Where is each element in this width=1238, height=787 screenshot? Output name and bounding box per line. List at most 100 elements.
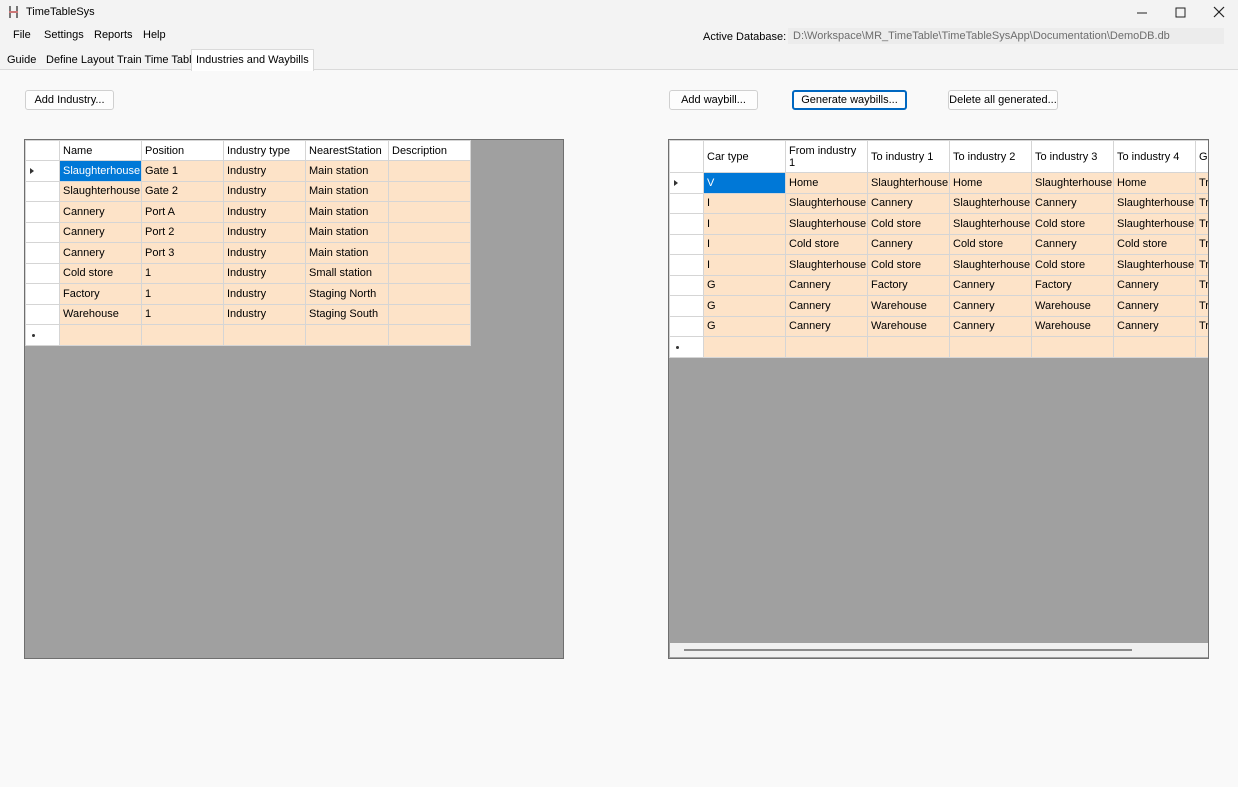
cell[interactable]: Warehouse (1031, 315, 1114, 337)
cell[interactable]: Factory (867, 274, 950, 296)
cell[interactable]: Port 2 (141, 221, 224, 243)
cell[interactable]: Cannery (59, 201, 142, 223)
delete-generated-button[interactable]: Delete all generated... (948, 90, 1058, 110)
cell[interactable] (388, 160, 471, 182)
column-header[interactable]: To industry 3 (1031, 140, 1114, 173)
cell[interactable] (388, 221, 471, 243)
cell[interactable]: Cannery (1113, 315, 1196, 337)
cell[interactable] (388, 283, 471, 305)
cell[interactable]: Cannery (949, 315, 1032, 337)
row-header[interactable] (669, 315, 704, 337)
cell[interactable]: Slaughterhouse (1113, 192, 1196, 214)
cell[interactable]: Gate 2 (141, 180, 224, 202)
cell[interactable] (785, 336, 868, 358)
column-header[interactable]: Position (141, 140, 224, 161)
row-header[interactable] (669, 233, 704, 255)
cell[interactable] (388, 262, 471, 284)
row-header[interactable] (669, 172, 704, 194)
row-header[interactable] (669, 295, 704, 317)
cell[interactable]: Slaughterhouse (1031, 172, 1114, 194)
cell[interactable]: I (703, 213, 786, 235)
cell[interactable]: Warehouse (867, 295, 950, 317)
cell[interactable]: Warehouse (867, 315, 950, 337)
cell[interactable]: Industry (223, 201, 306, 223)
row-header[interactable] (25, 283, 60, 305)
cell[interactable]: G (703, 295, 786, 317)
column-header[interactable]: Name (59, 140, 142, 161)
cell[interactable]: Slaughterhouse (785, 213, 868, 235)
cell[interactable]: Slaughterhouse (949, 213, 1032, 235)
cell[interactable]: Cannery (1113, 274, 1196, 296)
cell[interactable]: Tru (1195, 172, 1208, 194)
row-header[interactable] (669, 336, 704, 358)
cell[interactable]: Slaughterhouse (1113, 254, 1196, 276)
cell[interactable]: I (703, 254, 786, 276)
cell[interactable]: Gate 1 (141, 160, 224, 182)
row-header[interactable] (25, 160, 60, 182)
cell[interactable]: Cannery (59, 221, 142, 243)
cell[interactable]: Industry (223, 262, 306, 284)
cell[interactable] (305, 324, 389, 346)
column-header[interactable]: Car type (703, 140, 786, 173)
row-header[interactable] (25, 221, 60, 243)
horizontal-scrollbar[interactable] (670, 643, 1208, 657)
cell[interactable]: G (703, 315, 786, 337)
cell[interactable]: Main station (305, 160, 389, 182)
cell[interactable] (388, 201, 471, 223)
tab[interactable]: Industries and Waybills (191, 49, 314, 71)
tab[interactable]: Define Layout (46, 54, 114, 66)
cell[interactable]: 1 (141, 283, 224, 305)
cell[interactable] (59, 324, 142, 346)
cell[interactable]: Cannery (867, 233, 950, 255)
cell[interactable]: Cold store (949, 233, 1032, 255)
add-industry-button[interactable]: Add Industry... (25, 90, 114, 110)
cell[interactable]: Slaughterhouse (59, 180, 142, 202)
cell[interactable]: Industry (223, 180, 306, 202)
cell[interactable]: Home (785, 172, 868, 194)
cell[interactable]: Warehouse (1031, 295, 1114, 317)
cell[interactable]: Main station (305, 221, 389, 243)
cell[interactable]: Factory (59, 283, 142, 305)
cell[interactable]: Tr (1195, 254, 1208, 276)
cell[interactable] (703, 336, 786, 358)
cell[interactable]: Slaughterhouse (59, 160, 142, 182)
cell[interactable]: Tr (1195, 315, 1208, 337)
column-header[interactable]: To industry 1 (867, 140, 950, 173)
column-header[interactable]: NearestStation (305, 140, 389, 161)
cell[interactable]: Tr (1195, 192, 1208, 214)
cell[interactable]: Staging North (305, 283, 389, 305)
cell[interactable]: Tr (1195, 233, 1208, 255)
cell[interactable] (223, 324, 306, 346)
column-header[interactable]: Industry type (223, 140, 306, 161)
row-header[interactable] (25, 262, 60, 284)
row-header[interactable] (25, 324, 60, 346)
cell[interactable]: Main station (305, 180, 389, 202)
cell[interactable]: Slaughterhouse (949, 192, 1032, 214)
row-header[interactable] (669, 274, 704, 296)
cell[interactable] (949, 336, 1032, 358)
column-header[interactable]: G (1195, 140, 1208, 173)
row-header[interactable] (669, 254, 704, 276)
cell[interactable]: G (703, 274, 786, 296)
cell[interactable]: Cannery (949, 295, 1032, 317)
cell[interactable]: Cannery (1113, 295, 1196, 317)
cell[interactable]: Home (1113, 172, 1196, 194)
cell[interactable] (867, 336, 950, 358)
cell[interactable]: Cold store (785, 233, 868, 255)
cell[interactable]: Warehouse (59, 303, 142, 325)
cell[interactable]: Industry (223, 221, 306, 243)
cell[interactable]: Slaughterhouse (1113, 213, 1196, 235)
cell[interactable]: Cannery (785, 274, 868, 296)
tab[interactable]: Train Time Table (117, 54, 198, 66)
cell[interactable]: Industry (223, 160, 306, 182)
cell[interactable]: Cannery (1031, 233, 1114, 255)
row-header[interactable] (25, 242, 60, 264)
row-header[interactable] (25, 303, 60, 325)
cell[interactable]: Industry (223, 303, 306, 325)
row-header[interactable] (669, 192, 704, 214)
cell[interactable]: Slaughterhouse (785, 254, 868, 276)
cell[interactable]: Cannery (949, 274, 1032, 296)
menu-item[interactable]: Help (143, 29, 166, 41)
column-header[interactable]: To industry 4 (1113, 140, 1196, 173)
cell[interactable]: I (703, 192, 786, 214)
